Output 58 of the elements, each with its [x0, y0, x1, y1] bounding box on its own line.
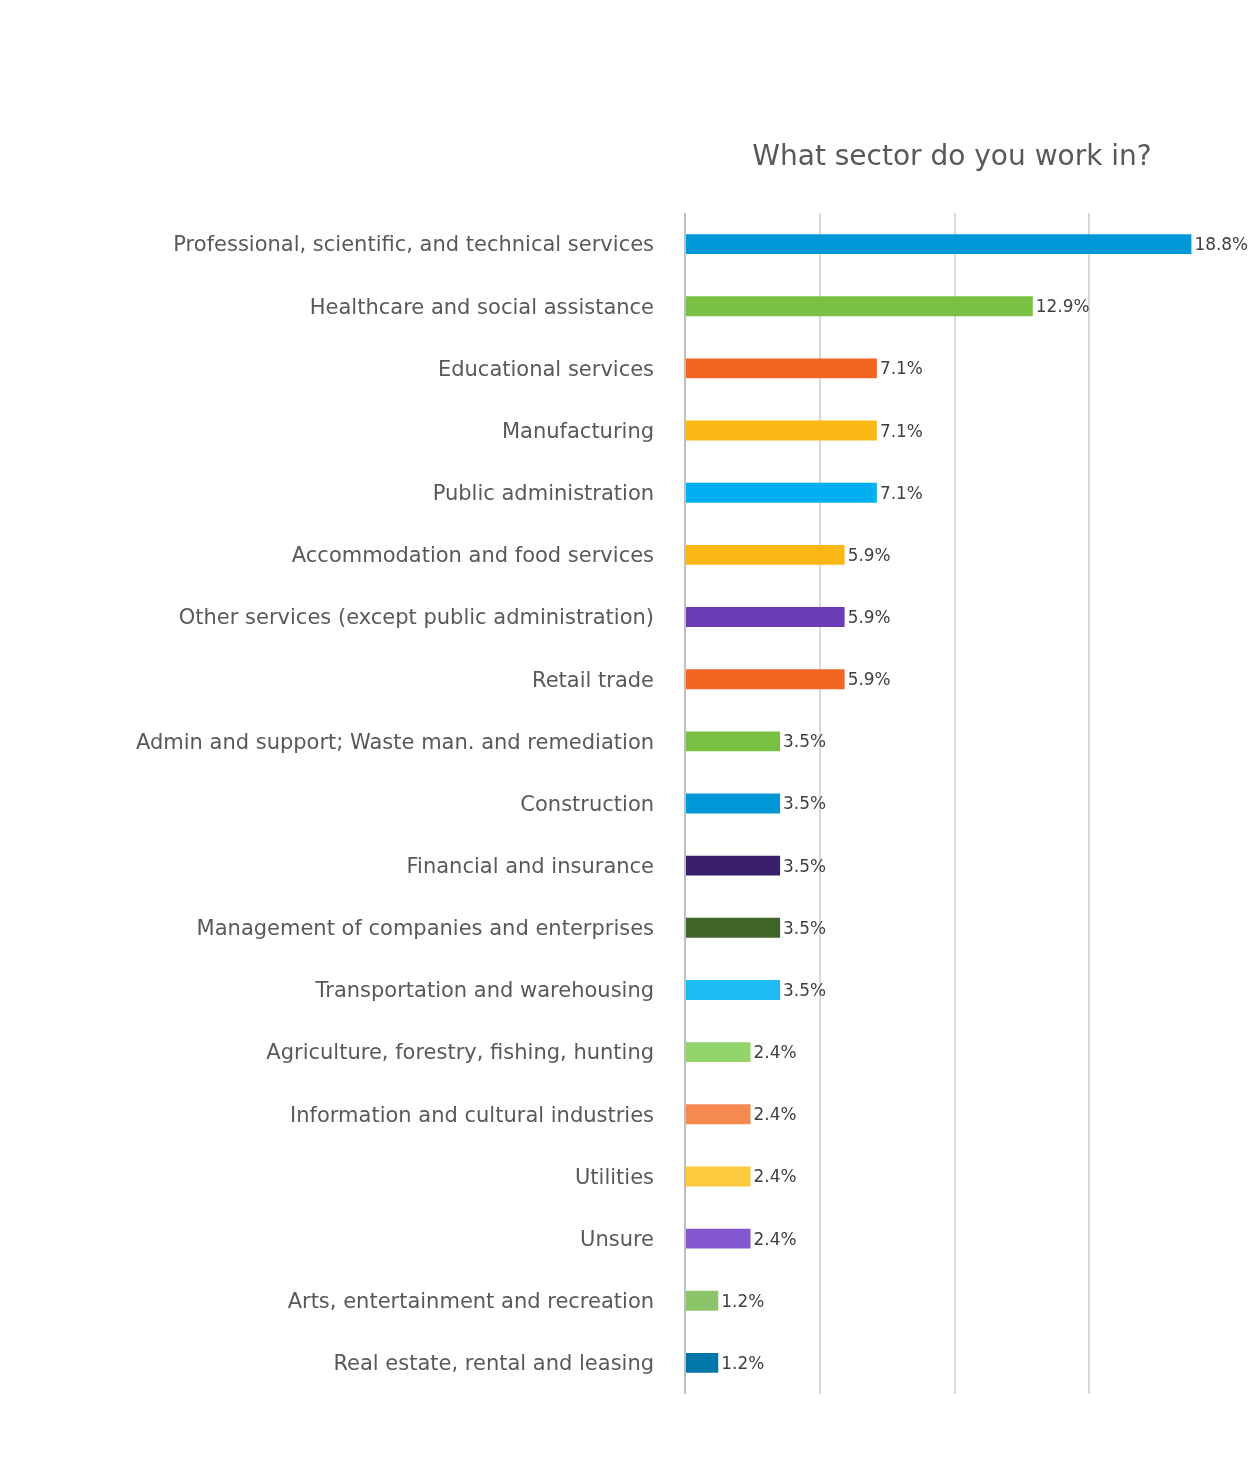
y-tick-label: Unsure — [580, 1226, 655, 1251]
y-tick-label: Public administration — [432, 481, 655, 506]
data-label: 12.9% — [1035, 296, 1090, 317]
data-label: 7.1% — [879, 420, 923, 441]
bar — [686, 420, 877, 441]
y-tick-label: Construction — [520, 791, 655, 816]
data-label: 2.4% — [753, 1104, 797, 1125]
bar — [686, 1166, 751, 1187]
data-label: 1.2% — [721, 1290, 765, 1311]
y-tick-label: Other services (except public administration) — [178, 605, 655, 630]
y-tick-label: Professional, scientific, and technical services — [173, 232, 655, 257]
y-tick-label: Healthcare and social assistance — [309, 294, 655, 319]
y-tick-label: Agriculture, forestry, fishing, hunting — [266, 1040, 655, 1065]
data-label: 5.9% — [847, 544, 891, 565]
bar — [686, 1104, 751, 1125]
data-label: 2.4% — [753, 1228, 797, 1249]
y-tick-label: Financial and insurance — [406, 854, 655, 879]
chart-title: What sector do you work in? — [752, 138, 1152, 172]
data-label: 5.9% — [847, 669, 891, 690]
bar — [686, 358, 877, 379]
y-tick-label: Management of companies and enterprises — [196, 916, 655, 941]
bar — [686, 482, 877, 503]
bar — [686, 669, 845, 690]
bar — [686, 296, 1033, 317]
bar — [686, 980, 781, 1000]
data-label: 2.4% — [753, 1166, 797, 1187]
bar — [686, 855, 781, 876]
bar — [686, 1042, 751, 1063]
bar — [686, 1352, 719, 1373]
data-label: 2.4% — [753, 1042, 797, 1063]
bar — [686, 544, 845, 565]
y-tick-label: Retail trade — [532, 667, 655, 692]
y-tick-label: Educational services — [437, 356, 655, 381]
data-label: 3.5% — [783, 979, 827, 1000]
bar — [686, 234, 1192, 255]
bar — [686, 1228, 751, 1249]
data-label: 5.9% — [847, 606, 891, 627]
y-tick-label: Real estate, rental and leasing — [333, 1351, 655, 1376]
bar — [686, 731, 781, 752]
bar — [686, 793, 781, 814]
data-label: 7.1% — [879, 358, 923, 379]
bar — [686, 917, 781, 938]
data-label: 7.1% — [879, 482, 923, 503]
y-tick-label: Accommodation and food services — [291, 543, 655, 568]
bar — [686, 607, 845, 627]
y-tick-label: Admin and support; Waste man. and remediation — [135, 729, 655, 754]
data-label: 3.5% — [783, 917, 827, 938]
y-tick-label: Transportation and warehousing — [314, 978, 655, 1003]
data-label: 3.5% — [783, 731, 827, 752]
y-tick-label: Information and cultural industries — [290, 1102, 655, 1127]
y-tick-label: Manufacturing — [501, 418, 655, 443]
y-tick-label: Arts, entertainment and recreation — [287, 1289, 655, 1314]
y-tick-label: Utilities — [575, 1164, 655, 1189]
data-label: 18.8% — [1194, 234, 1249, 255]
data-label: 3.5% — [783, 855, 827, 876]
bar — [686, 1290, 719, 1311]
data-label: 1.2% — [721, 1352, 765, 1373]
data-label: 3.5% — [783, 793, 827, 814]
